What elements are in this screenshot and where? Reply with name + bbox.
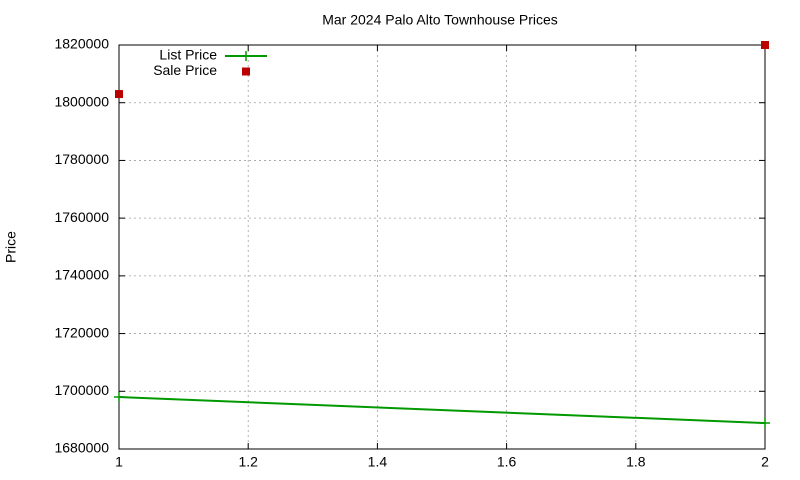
series-line xyxy=(118,396,766,425)
y-tick-label: 1780000 xyxy=(54,151,109,167)
x-tick-label: 1.4 xyxy=(368,454,388,470)
point xyxy=(115,90,123,99)
y-tick-label: 1720000 xyxy=(54,324,109,340)
y-tick-label: 1820000 xyxy=(54,36,109,52)
y-tick-label: 1800000 xyxy=(54,93,109,109)
y-tick-label: 1700000 xyxy=(54,382,109,398)
point xyxy=(114,392,124,403)
legend-label: List Price xyxy=(159,47,217,63)
y-tick-label: 1680000 xyxy=(54,440,109,456)
y-tick-label: 1740000 xyxy=(54,267,109,283)
point xyxy=(761,41,769,49)
legend-swatch xyxy=(241,51,251,61)
legend-label: Sale Price xyxy=(153,62,217,78)
y-axis-label: Price xyxy=(3,231,19,263)
chart-title: Mar 2024 Palo Alto Townhouse Prices xyxy=(322,12,558,28)
x-tick-label: 1.2 xyxy=(238,454,258,470)
point xyxy=(760,418,770,429)
x-tick-label: 2 xyxy=(761,454,769,470)
x-tick-label: 1.8 xyxy=(626,454,646,470)
x-tick-label: 1 xyxy=(115,454,123,470)
plot-border xyxy=(118,44,766,450)
legend-swatch xyxy=(242,67,250,76)
y-tick-label: 1760000 xyxy=(54,209,109,225)
x-tick-label: 1.6 xyxy=(497,454,517,470)
